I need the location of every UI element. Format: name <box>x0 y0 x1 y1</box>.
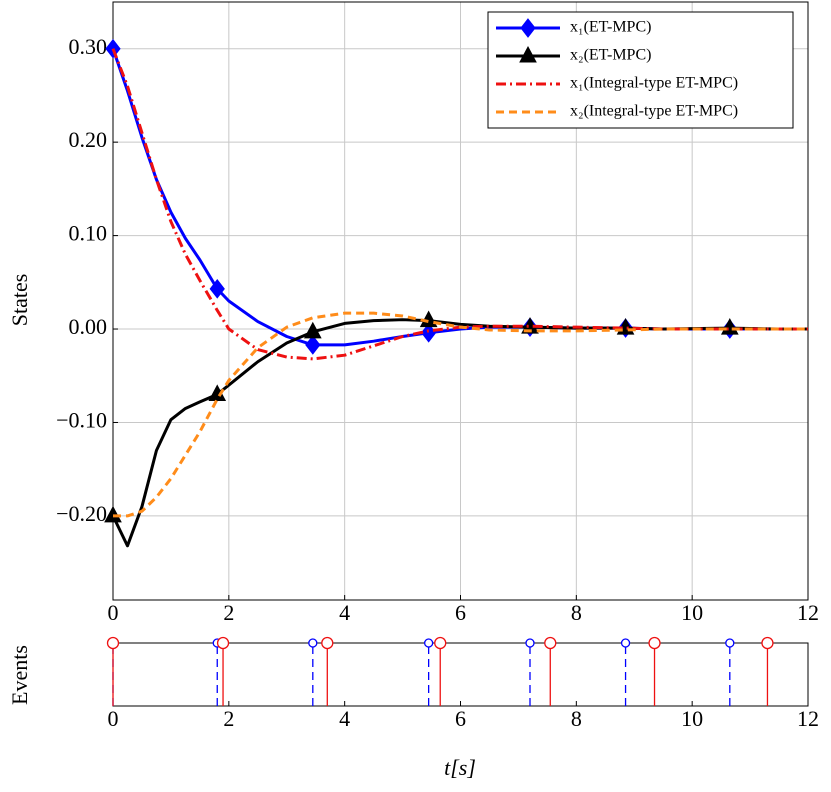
x-tick-label: 8 <box>571 600 582 625</box>
x-tick-label: 4 <box>339 600 350 625</box>
y-tick-label: 0.30 <box>69 34 108 59</box>
series-line <box>111 48 808 361</box>
series-line <box>113 311 808 518</box>
x-tick-label: 2 <box>223 706 234 731</box>
stem-head <box>423 638 434 648</box>
y-tick-label: −0.20 <box>56 501 107 526</box>
marker <box>305 335 321 355</box>
stem-head <box>308 638 318 648</box>
stem-head <box>321 636 334 650</box>
y-tick-label: 0.00 <box>69 314 108 339</box>
stem-head <box>544 636 557 650</box>
stem-head <box>434 636 447 650</box>
stem-head <box>648 636 661 650</box>
legend-label: x₁(ET-MPC) <box>570 19 651 36</box>
stem-head <box>761 636 774 650</box>
legend-box <box>487 11 794 129</box>
y-axis-label: Events <box>7 645 32 705</box>
marker <box>419 310 438 328</box>
x-axis-label: t[s] <box>444 755 476 780</box>
plot-frame <box>112 1 809 601</box>
x-tick-label: 10 <box>681 600 703 625</box>
y-tick-label: −0.10 <box>56 408 107 433</box>
x-tick-label: 6 <box>455 600 466 625</box>
marker <box>208 384 227 401</box>
y-tick-label: 0.10 <box>69 221 108 246</box>
x-tick-label: 12 <box>797 600 819 625</box>
marker <box>209 279 225 299</box>
x-tick-label: 6 <box>455 706 466 731</box>
y-tick-label: 0.20 <box>69 127 108 152</box>
x-tick-label: 12 <box>797 706 819 731</box>
x-tick-label: 0 <box>108 706 119 731</box>
stem-head <box>106 636 120 650</box>
stem-head <box>216 636 230 650</box>
legend-marker <box>520 18 536 38</box>
x-tick-label: 2 <box>223 600 234 625</box>
stem-head <box>525 638 535 648</box>
x-tick-label: 10 <box>681 706 703 731</box>
legend-label: x₂(ET-MPC) <box>570 47 651 64</box>
marker <box>303 321 322 339</box>
stem-head <box>725 638 735 648</box>
legend-marker <box>519 45 537 63</box>
y-axis-label: States <box>7 274 32 327</box>
stem-head <box>620 638 631 648</box>
x-tick-label: 4 <box>339 706 350 731</box>
x-tick-label: 0 <box>108 600 119 625</box>
x-tick-label: 8 <box>571 706 582 731</box>
legend-label: x₂(Integral-type ET-MPC) <box>570 103 738 120</box>
legend-label: x₁(Integral-type ET-MPC) <box>570 75 738 92</box>
